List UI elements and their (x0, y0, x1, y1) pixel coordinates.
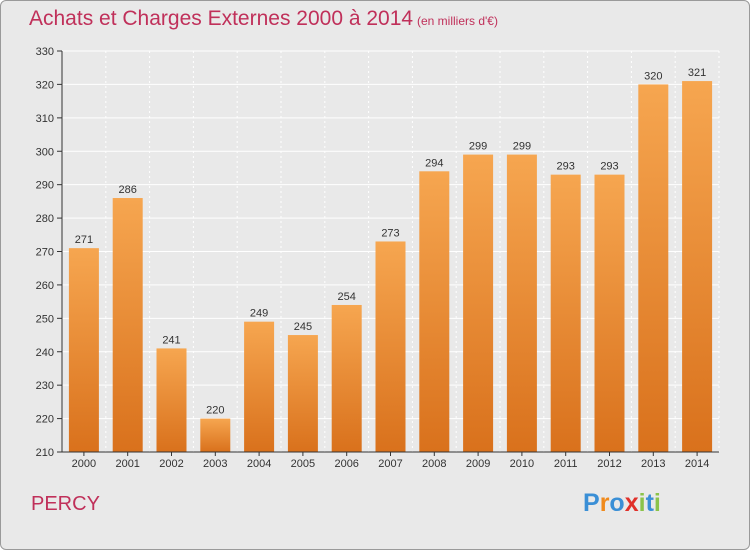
x-tick-label: 2006 (334, 458, 358, 470)
x-tick-label: 2007 (378, 458, 402, 470)
logo-letter: t (645, 489, 654, 517)
y-tick-label: 230 (36, 380, 54, 392)
bar-2012 (594, 174, 625, 452)
data-label-2008: 294 (425, 157, 443, 169)
x-tick-label: 2011 (554, 458, 578, 470)
x-tick-label: 2005 (291, 458, 315, 470)
bar-2010 (506, 154, 537, 452)
bar-2002 (156, 348, 187, 452)
y-tick-label: 240 (36, 347, 54, 359)
chart-subtitle: (en milliers d'€) (417, 14, 498, 28)
y-tick-label: 300 (36, 146, 54, 158)
data-label-2010: 299 (513, 141, 531, 153)
data-label-2009: 299 (469, 141, 487, 153)
proxiti-logo: Proxiti (583, 489, 661, 518)
y-tick-label: 260 (36, 280, 54, 292)
data-label-2006: 254 (338, 291, 356, 303)
bar-2005 (287, 335, 318, 452)
logo-letter: i (638, 489, 646, 517)
y-tick-label: 220 (36, 414, 54, 426)
data-label-2013: 320 (644, 70, 662, 82)
y-tick-label: 320 (36, 79, 54, 91)
data-label-2004: 249 (250, 308, 268, 320)
data-label-2002: 241 (162, 334, 180, 346)
data-label-2000: 271 (75, 234, 93, 246)
logo-letter: r (599, 489, 610, 517)
x-tick-label: 2003 (203, 458, 227, 470)
place-name: PERCY (31, 493, 100, 515)
bar-2009 (463, 154, 494, 452)
data-label-2007: 273 (381, 227, 399, 239)
y-tick-label: 310 (36, 113, 54, 125)
bar-2001 (112, 198, 143, 452)
y-tick-label: 270 (36, 247, 54, 259)
x-tick-label: 2013 (641, 458, 665, 470)
y-tick-label: 210 (36, 447, 54, 459)
data-label-2011: 293 (557, 161, 575, 173)
bar-2003 (200, 418, 231, 452)
bar-2011 (550, 174, 581, 452)
logo-letter: P (583, 489, 600, 517)
x-tick-label: 2012 (597, 458, 621, 470)
y-tick-label: 280 (36, 213, 54, 225)
bar-2014 (682, 81, 713, 452)
x-tick-label: 2014 (685, 458, 709, 470)
data-label-2014: 321 (688, 67, 706, 79)
y-tick-label: 250 (36, 313, 54, 325)
data-label-2012: 293 (600, 161, 618, 173)
x-tick-label: 2010 (510, 458, 534, 470)
x-tick-label: 2002 (159, 458, 183, 470)
bar-2013 (638, 84, 669, 453)
logo-letter: o (609, 489, 625, 517)
bar-2004 (244, 321, 275, 452)
x-tick-label: 2000 (72, 458, 96, 470)
x-tick-label: 2001 (115, 458, 139, 470)
x-tick-label: 2009 (466, 458, 490, 470)
logo-letter: x (624, 489, 639, 517)
bar-2007 (375, 241, 406, 452)
chart-title: Achats et Charges Externes 2000 à 2014 (29, 7, 414, 30)
x-tick-label: 2004 (247, 458, 271, 470)
logo-letter: i (653, 489, 661, 517)
data-label-2003: 220 (206, 405, 224, 417)
y-tick-label: 290 (36, 180, 54, 192)
bar-2000 (68, 248, 99, 452)
bar-2008 (419, 171, 450, 453)
bar-2006 (331, 304, 362, 452)
data-label-2001: 286 (119, 184, 137, 196)
data-label-2005: 245 (294, 321, 312, 333)
y-tick-label: 330 (36, 46, 54, 58)
x-tick-label: 2008 (422, 458, 446, 470)
